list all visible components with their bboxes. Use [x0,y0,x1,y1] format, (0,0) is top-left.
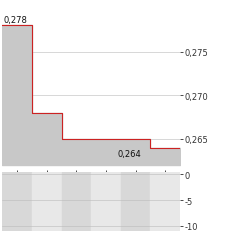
Bar [150,172,180,231]
Bar [32,172,62,231]
Bar [62,172,91,231]
Bar [91,172,121,231]
Text: 0,278: 0,278 [4,16,28,25]
Bar [2,172,32,231]
Text: 0,264: 0,264 [118,150,142,159]
Bar [121,172,150,231]
